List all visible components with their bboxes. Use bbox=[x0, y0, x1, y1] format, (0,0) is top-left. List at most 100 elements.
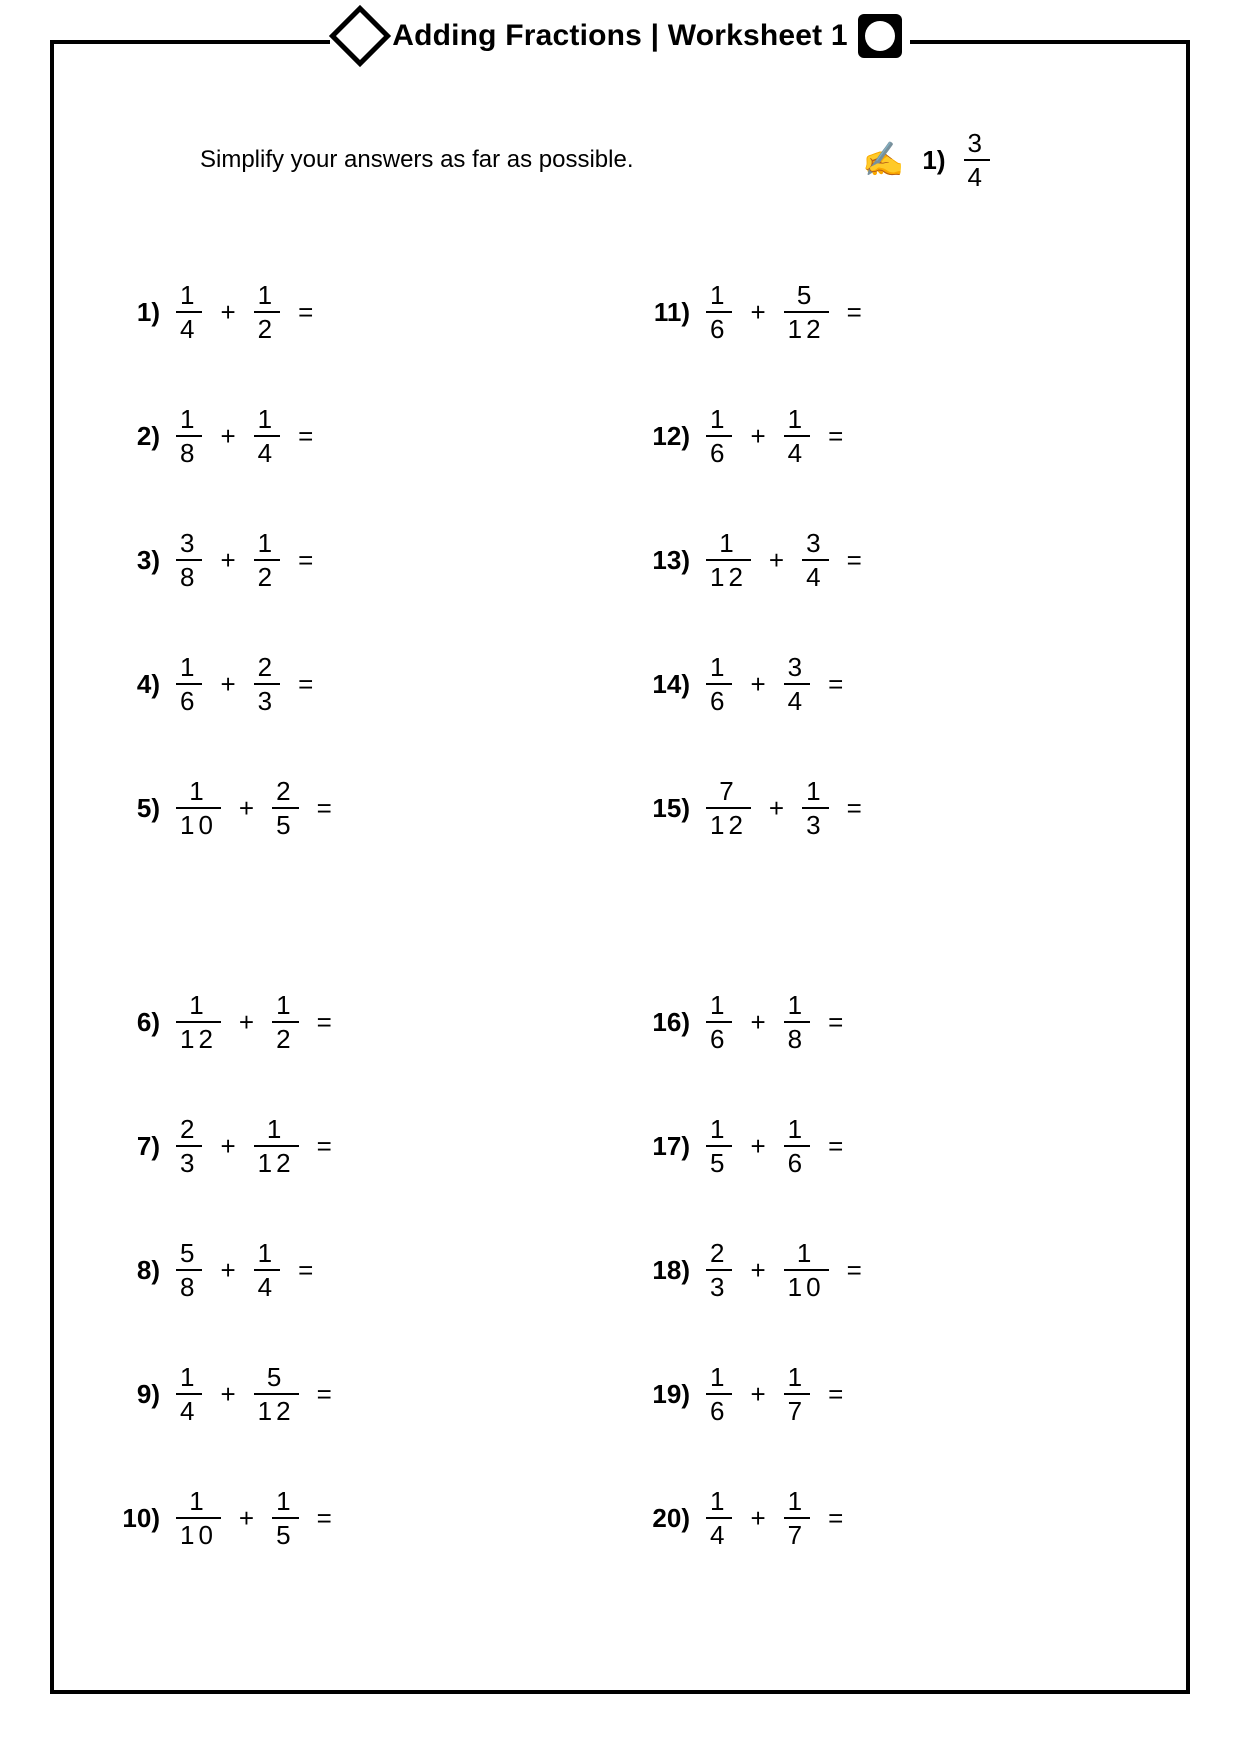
plus-operator: + bbox=[218, 297, 237, 328]
fraction-denominator: 4 bbox=[802, 561, 828, 590]
equals-sign: = bbox=[296, 297, 315, 328]
plus-operator: + bbox=[748, 1503, 767, 1534]
plus-operator: + bbox=[237, 793, 256, 824]
equals-sign: = bbox=[315, 1503, 334, 1534]
equals-sign: = bbox=[826, 1503, 845, 1534]
fraction-denominator: 5 bbox=[706, 1147, 732, 1176]
fraction-denominator: 8 bbox=[176, 561, 202, 590]
fraction-denominator: 12 bbox=[254, 1147, 299, 1176]
fraction-numerator: 1 bbox=[706, 992, 732, 1021]
fraction: 512 bbox=[254, 1364, 299, 1424]
fraction: 16 bbox=[706, 992, 732, 1052]
problem-number: 17) bbox=[640, 1131, 690, 1162]
fraction-numerator: 3 bbox=[964, 130, 990, 159]
fraction-numerator: 1 bbox=[176, 282, 202, 311]
fraction-numerator: 1 bbox=[263, 1116, 289, 1145]
plus-operator: + bbox=[237, 1007, 256, 1038]
fraction-numerator: 1 bbox=[706, 1488, 732, 1517]
fraction: 13 bbox=[802, 778, 828, 838]
fraction-numerator: 1 bbox=[254, 530, 280, 559]
fraction-numerator: 2 bbox=[176, 1116, 202, 1145]
fraction: 14 bbox=[254, 1240, 280, 1300]
plus-operator: + bbox=[218, 1131, 237, 1162]
fraction-numerator: 7 bbox=[715, 778, 741, 807]
problem-number: 19) bbox=[640, 1379, 690, 1410]
equals-sign: = bbox=[845, 1255, 864, 1286]
equals-sign: = bbox=[826, 669, 845, 700]
plus-operator: + bbox=[218, 669, 237, 700]
fraction-denominator: 6 bbox=[706, 313, 732, 342]
problem-number: 6) bbox=[110, 1007, 160, 1038]
fraction: 17 bbox=[784, 1488, 810, 1548]
fraction-numerator: 2 bbox=[254, 654, 280, 683]
fraction-numerator: 3 bbox=[784, 654, 810, 683]
problem-row: 8)58+14= bbox=[110, 1208, 600, 1332]
fraction-numerator: 1 bbox=[185, 1488, 211, 1517]
fraction-denominator: 6 bbox=[706, 1023, 732, 1052]
problem-number: 9) bbox=[110, 1379, 160, 1410]
fraction: 12 bbox=[254, 530, 280, 590]
problem-number: 18) bbox=[640, 1255, 690, 1286]
problem-number: 12) bbox=[640, 421, 690, 452]
fraction-numerator: 1 bbox=[706, 1364, 732, 1393]
problem-number: 7) bbox=[110, 1131, 160, 1162]
fraction-denominator: 4 bbox=[176, 1395, 202, 1424]
fraction: 14 bbox=[784, 406, 810, 466]
equals-sign: = bbox=[315, 793, 334, 824]
fraction-numerator: 5 bbox=[793, 282, 819, 311]
fraction-numerator: 1 bbox=[715, 530, 741, 559]
fraction-denominator: 2 bbox=[272, 1023, 298, 1052]
problem-number: 16) bbox=[640, 1007, 690, 1038]
worked-example: ✍ 1) 3 4 bbox=[862, 130, 990, 190]
fraction-numerator: 1 bbox=[272, 992, 298, 1021]
equals-sign: = bbox=[296, 545, 315, 576]
fraction: 34 bbox=[784, 654, 810, 714]
equals-sign: = bbox=[826, 1007, 845, 1038]
fraction: 23 bbox=[176, 1116, 202, 1176]
fraction: 25 bbox=[272, 778, 298, 838]
fraction-numerator: 1 bbox=[176, 406, 202, 435]
fraction-numerator: 1 bbox=[706, 406, 732, 435]
section-gap bbox=[640, 870, 1130, 960]
fraction: 14 bbox=[176, 1364, 202, 1424]
fraction-numerator: 1 bbox=[706, 1116, 732, 1145]
fraction-denominator: 12 bbox=[706, 809, 751, 838]
fraction: 16 bbox=[706, 406, 732, 466]
fraction-numerator: 1 bbox=[272, 1488, 298, 1517]
plus-operator: + bbox=[218, 1255, 237, 1286]
problem-number: 8) bbox=[110, 1255, 160, 1286]
fraction-denominator: 4 bbox=[176, 313, 202, 342]
fraction: 512 bbox=[784, 282, 829, 342]
section-gap bbox=[110, 870, 600, 960]
fraction-numerator: 1 bbox=[802, 778, 828, 807]
fraction-numerator: 1 bbox=[784, 406, 810, 435]
problem-row: 3)38+12= bbox=[110, 498, 600, 622]
fraction-numerator: 1 bbox=[254, 1240, 280, 1269]
equals-sign: = bbox=[845, 297, 864, 328]
fraction: 15 bbox=[706, 1116, 732, 1176]
problem-row: 5)110+25= bbox=[110, 746, 600, 870]
left-column: 1)14+12=2)18+14=3)38+12=4)16+23=5)110+25… bbox=[110, 250, 600, 1580]
fraction-denominator: 4 bbox=[784, 437, 810, 466]
fraction-denominator: 4 bbox=[254, 437, 280, 466]
fraction-numerator: 1 bbox=[793, 1240, 819, 1269]
fraction: 38 bbox=[176, 530, 202, 590]
right-column: 11)16+512=12)16+14=13)112+34=14)16+34=15… bbox=[640, 250, 1130, 1580]
plus-operator: + bbox=[218, 1379, 237, 1410]
intro-row: Simplify your answers as far as possible… bbox=[200, 130, 1110, 190]
fraction: 110 bbox=[176, 778, 221, 838]
fraction-denominator: 4 bbox=[706, 1519, 732, 1548]
fraction-denominator: 5 bbox=[272, 809, 298, 838]
problem-number: 20) bbox=[640, 1503, 690, 1534]
fraction: 712 bbox=[706, 778, 751, 838]
fraction: 112 bbox=[254, 1116, 299, 1176]
fraction-numerator: 3 bbox=[802, 530, 828, 559]
problem-row: 1)14+12= bbox=[110, 250, 600, 374]
fraction: 14 bbox=[176, 282, 202, 342]
fraction: 112 bbox=[176, 992, 221, 1052]
fraction: 12 bbox=[272, 992, 298, 1052]
fraction: 34 bbox=[802, 530, 828, 590]
plus-operator: + bbox=[767, 545, 786, 576]
problem-row: 4)16+23= bbox=[110, 622, 600, 746]
plus-operator: + bbox=[748, 1379, 767, 1410]
